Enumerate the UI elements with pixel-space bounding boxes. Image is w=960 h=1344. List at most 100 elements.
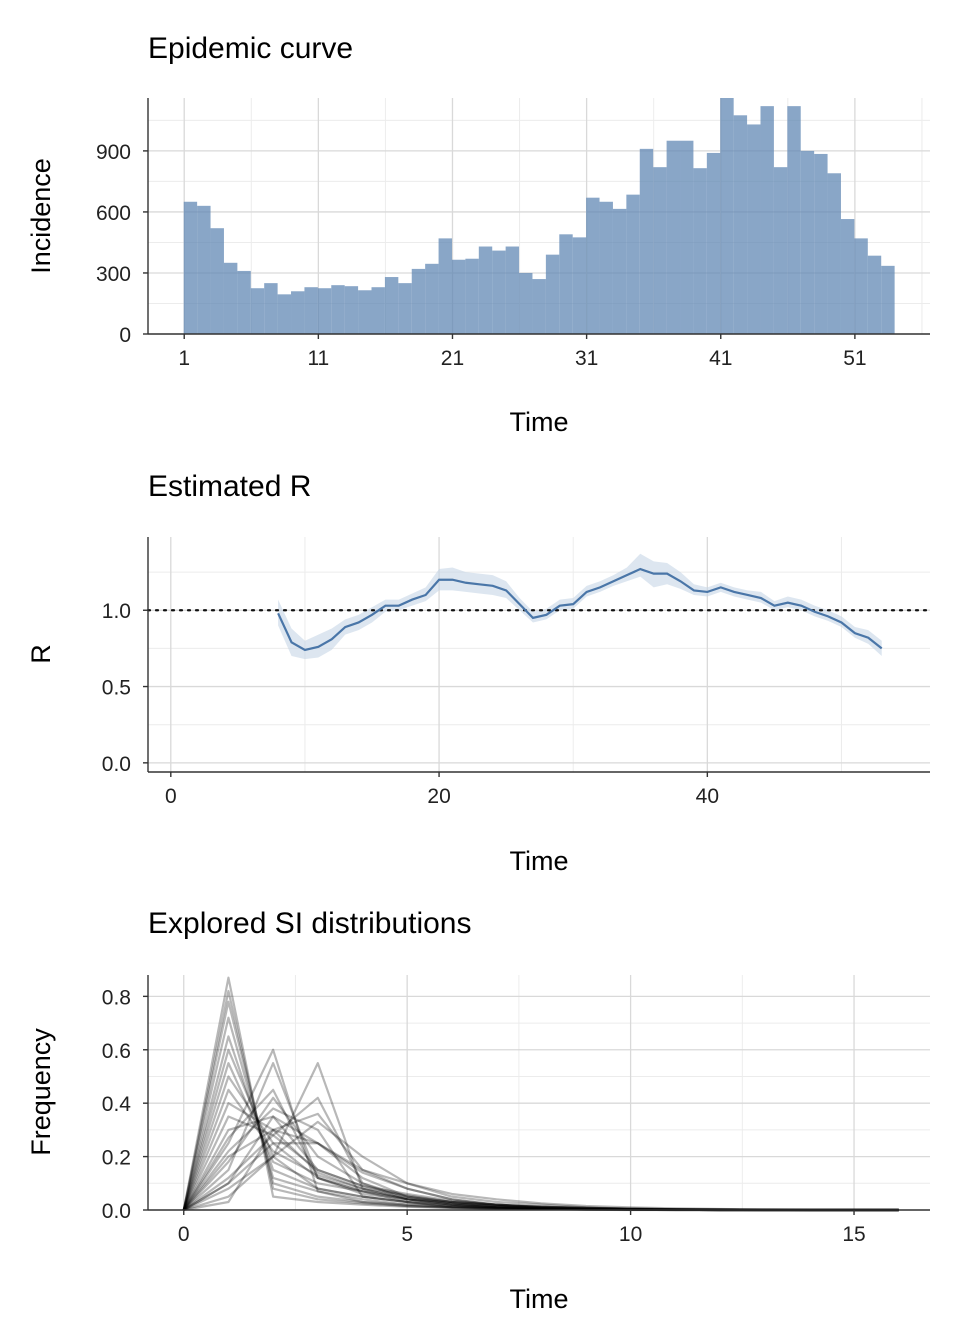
incidence-bar xyxy=(331,285,345,334)
epidemic-curve-ylabel: Incidence xyxy=(26,158,56,274)
estimated-r-x-tick-label: 0 xyxy=(165,785,177,808)
epidemic-curve-x-tick-label: 11 xyxy=(307,347,329,370)
si-distributions-x-tick-label: 10 xyxy=(619,1223,642,1246)
si-distributions-y-tick-label: 0.0 xyxy=(102,1200,131,1223)
incidence-bar xyxy=(827,173,841,334)
incidence-bar xyxy=(545,254,560,334)
incidence-bar xyxy=(639,148,654,334)
epidemic-curve-x-tick-label: 31 xyxy=(575,347,598,370)
si-distributions-panel: Explored SI distributions Time Frequency… xyxy=(26,907,930,1314)
incidence-bars xyxy=(183,98,895,334)
epidemic-curve-y-tick-label: 0 xyxy=(119,324,131,347)
incidence-bar xyxy=(505,246,520,334)
si-distributions-x-tick-label: 0 xyxy=(178,1223,190,1246)
incidence-bar xyxy=(693,168,707,334)
incidence-bar xyxy=(492,250,506,334)
si-distribution-line xyxy=(183,1115,899,1212)
incidence-bar xyxy=(800,150,815,334)
incidence-bar xyxy=(760,106,774,334)
epidemic-curve-y-tick-label: 300 xyxy=(96,263,131,286)
si-distributions-xlabel: Time xyxy=(510,1284,569,1314)
si-distributions-y-tick-label: 0.2 xyxy=(102,1147,131,1170)
incidence-bar xyxy=(733,115,748,334)
incidence-bar xyxy=(653,167,667,334)
epidemic-curve-x-tick-label: 21 xyxy=(441,347,464,370)
incidence-bar xyxy=(183,201,198,334)
incidence-bar xyxy=(384,277,399,334)
incidence-bar xyxy=(532,279,546,334)
si-distribution-line xyxy=(182,1115,899,1212)
incidence-bar xyxy=(854,238,868,334)
incidence-bar xyxy=(304,287,318,334)
incidence-bar xyxy=(519,272,533,334)
incidence-bar xyxy=(438,238,452,334)
si-distributions-grid xyxy=(148,975,930,1211)
epidemic-curve-y-tick-label: 600 xyxy=(96,202,131,225)
incidence-bar xyxy=(317,288,332,334)
incidence-bar xyxy=(223,262,238,334)
si-distributions-x-tick-label: 15 xyxy=(842,1223,865,1246)
incidence-bar xyxy=(747,124,761,334)
incidence-bar xyxy=(425,263,439,334)
incidence-bar xyxy=(706,152,721,334)
incidence-bar xyxy=(680,140,694,334)
incidence-bar xyxy=(210,228,224,334)
estimated-r-x-tick-label: 20 xyxy=(427,785,450,808)
epidemic-curve-x-tick-label: 1 xyxy=(178,347,190,370)
incidence-bar xyxy=(787,106,801,334)
incidence-bar xyxy=(720,98,734,334)
estimated-r-y-tick-label: 0.0 xyxy=(102,753,131,776)
incidence-bar xyxy=(572,237,587,334)
si-distribution-line xyxy=(182,976,899,1212)
si-distributions-title: Explored SI distributions xyxy=(148,907,472,940)
incidence-bar xyxy=(465,258,479,334)
r-credible-interval-band xyxy=(278,553,882,660)
incidence-bar xyxy=(398,283,412,334)
epidemic-curve-title: Epidemic curve xyxy=(148,32,353,65)
si-distributions-y-tick-label: 0.8 xyxy=(102,986,131,1009)
incidence-bar xyxy=(666,140,681,334)
incidence-bar xyxy=(586,197,600,334)
epidemic-curve-xlabel: Time xyxy=(510,407,569,437)
incidence-bar xyxy=(451,259,466,334)
incidence-bar xyxy=(197,205,211,334)
epidemic-curve-x-tick-label: 41 xyxy=(709,347,732,370)
si-distribution-lines xyxy=(182,976,899,1212)
incidence-bar xyxy=(840,219,855,334)
epidemic-curve-panel: Epidemic curve Time Incidence 1 11 21 31 41 5… xyxy=(26,32,930,437)
incidence-bar xyxy=(867,255,882,334)
si-distribution-line xyxy=(182,1115,899,1212)
incidence-bar xyxy=(881,265,895,334)
incidence-bar xyxy=(478,246,493,334)
incidence-bar xyxy=(264,283,278,334)
incidence-bar xyxy=(344,286,359,334)
incidence-bar xyxy=(237,270,251,334)
incidence-bar xyxy=(626,194,640,334)
estimated-r-panel: Estimated R Time R 0 20 40 0.0 0.5 1.0 xyxy=(26,470,932,876)
si-distributions-x-tick-label: 5 xyxy=(401,1223,413,1246)
r-mean-line xyxy=(277,567,883,652)
incidence-bar xyxy=(612,208,627,334)
estimated-r-y-tick-label: 0.5 xyxy=(102,677,131,700)
si-distributions-y-tick-label: 0.4 xyxy=(102,1093,132,1116)
incidence-bar xyxy=(814,153,828,334)
estimated-r-x-tick-label: 40 xyxy=(696,785,719,808)
estimated-r-y-tick-label: 1.0 xyxy=(102,600,131,623)
incidence-bar xyxy=(250,288,265,334)
epidemic-curve-y-tick-label: 900 xyxy=(96,141,131,164)
incidence-bar xyxy=(559,234,573,334)
incidence-bar xyxy=(291,291,305,334)
estimated-r-title: Estimated R xyxy=(148,470,311,503)
incidence-bar xyxy=(371,287,385,334)
estimated-r-xlabel: Time xyxy=(510,846,569,876)
si-distributions-ylabel: Frequency xyxy=(26,1028,56,1156)
incidence-bar xyxy=(773,167,788,334)
estimated-r-ylabel: R xyxy=(26,644,56,664)
incidence-bar xyxy=(599,201,613,334)
epidemic-curve-x-tick-label: 51 xyxy=(843,347,866,370)
si-distribution-line xyxy=(182,1016,899,1212)
estimated-r-grid xyxy=(148,537,930,772)
incidence-bar xyxy=(358,290,372,334)
